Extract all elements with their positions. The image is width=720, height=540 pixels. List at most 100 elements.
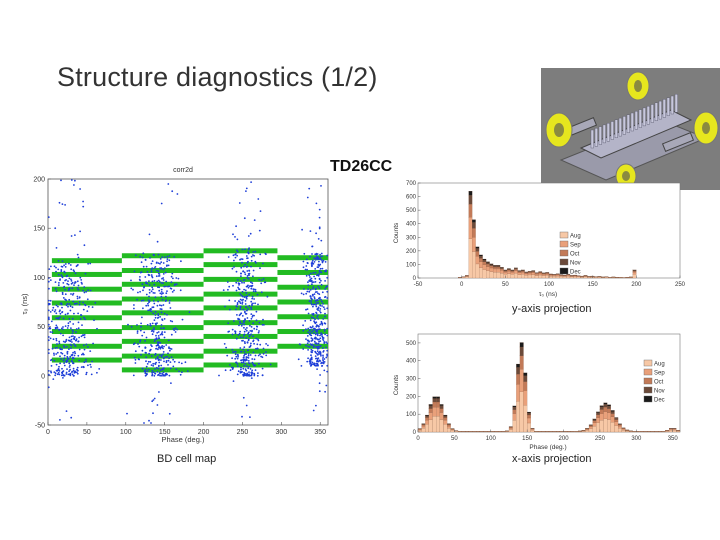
bd-point: [243, 373, 246, 376]
hist-bar-segment: [436, 401, 440, 408]
hist-bar-segment: [676, 430, 681, 432]
bd-point: [145, 336, 148, 339]
hist-bar-segment: [514, 270, 518, 274]
bd-point: [325, 384, 328, 387]
bd-point: [234, 353, 237, 356]
bd-point: [256, 374, 259, 377]
bd-point: [77, 321, 80, 324]
hist-bar-segment: [493, 266, 497, 269]
structure-cells: [590, 94, 678, 149]
bd-point: [176, 193, 179, 195]
bd-point: [241, 415, 243, 418]
bd-point: [314, 268, 317, 270]
bd-point: [315, 302, 318, 304]
bd-point: [310, 358, 313, 361]
bd-point: [266, 295, 269, 298]
hist-bar-segment: [538, 271, 543, 273]
bd-point: [60, 327, 63, 330]
bd-point: [168, 300, 171, 302]
bd-point: [242, 356, 245, 359]
bd-point: [47, 348, 50, 351]
bd-point: [240, 266, 243, 269]
bd-point: [250, 306, 253, 309]
bd-point: [319, 253, 321, 256]
bd-point: [310, 264, 313, 266]
bd-point: [75, 331, 77, 333]
bd-point: [325, 270, 327, 273]
bd-point: [150, 268, 153, 271]
bd-point: [72, 300, 75, 303]
bd-point: [242, 336, 245, 339]
y-proj-bars: [458, 191, 637, 279]
slide-title: Structure diagnostics (1/2): [57, 62, 378, 92]
bd-point: [56, 343, 58, 345]
bd-point: [149, 309, 151, 311]
bd-point: [172, 365, 175, 368]
bd-point: [326, 327, 329, 330]
y-tick-label: 500: [406, 208, 417, 214]
bd-point: [319, 337, 322, 340]
bd-point: [141, 334, 144, 337]
bd-point: [247, 286, 250, 289]
bd-point: [250, 313, 253, 315]
bd-point: [57, 268, 60, 271]
bd-point: [235, 289, 238, 292]
bd-point: [261, 374, 264, 377]
hist-bar-segment: [618, 428, 622, 433]
bd-point: [70, 282, 73, 285]
bd-point: [59, 312, 62, 315]
bd-point: [178, 361, 181, 364]
bd-point: [326, 370, 329, 373]
bd-point: [248, 346, 251, 348]
hist-bar-segment: [516, 367, 520, 375]
hist-bar-segment: [576, 276, 581, 279]
hist-bar-segment: [500, 273, 504, 279]
hist-bar-segment: [592, 420, 597, 423]
hist-bar-segment: [489, 265, 494, 269]
bd-point: [145, 365, 148, 368]
bd-point: [147, 309, 150, 312]
bd-point: [74, 302, 77, 305]
hist-bar-segment: [468, 238, 473, 279]
bd-point: [239, 336, 242, 339]
bd-point: [169, 320, 172, 322]
bd-y-tick-label: 200: [33, 177, 45, 184]
bd-point: [311, 361, 314, 364]
bd-point: [57, 371, 60, 374]
hist-bar-segment: [603, 404, 608, 408]
x-tick-label: 250: [595, 436, 606, 442]
hist-bar-segment: [599, 420, 604, 433]
structure-3d-render: [541, 68, 720, 190]
legend-swatch: [643, 359, 653, 367]
hist-bar-segment: [531, 272, 536, 275]
bd-point: [252, 254, 254, 256]
bd-point: [169, 361, 172, 363]
bd-point: [316, 299, 319, 302]
bd-point: [83, 334, 86, 336]
bd-point: [157, 337, 160, 339]
bd-point: [237, 334, 240, 336]
bd-point: [241, 290, 244, 293]
bd-point: [151, 400, 154, 403]
bd-point: [68, 298, 71, 301]
bd-point: [92, 342, 94, 345]
bd-point: [260, 282, 263, 285]
bd-point: [312, 409, 315, 412]
bd-point: [157, 359, 160, 362]
hist-bar-segment: [507, 273, 511, 279]
bd-point: [310, 364, 313, 367]
bd-point: [50, 320, 53, 323]
bd-point: [55, 247, 58, 249]
bd-point: [250, 255, 253, 258]
bd-point: [248, 272, 251, 275]
bd-point: [236, 254, 239, 257]
bd-point: [55, 324, 58, 327]
bd-point: [313, 257, 316, 259]
hist-bar-segment: [597, 277, 602, 279]
bd-point: [71, 373, 74, 376]
structure-cell: [622, 116, 626, 135]
bd-point: [310, 348, 313, 351]
bd-point: [227, 256, 230, 258]
hist-bar-segment: [428, 404, 433, 406]
bd-point: [151, 267, 154, 269]
